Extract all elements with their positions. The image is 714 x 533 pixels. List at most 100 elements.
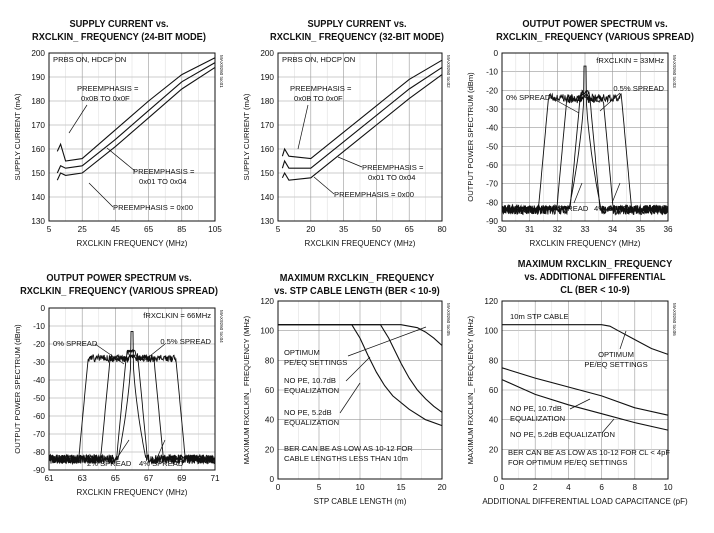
annotation-leader <box>549 96 580 114</box>
y-tick-label: -90 <box>33 466 45 475</box>
y-tick-label: -10 <box>486 68 498 77</box>
x-tick-label: 33 <box>580 225 590 234</box>
y-tick-label: -40 <box>486 124 498 133</box>
y-tick-label: 130 <box>31 217 45 226</box>
toc-watermark: MAX9260 toc01 <box>219 55 224 88</box>
series-line <box>501 367 669 416</box>
annotation: OPTIMUM <box>598 350 634 359</box>
annotation: EQUALIZATION <box>284 386 339 395</box>
chart-title: MAXIMUM RXCLKIN_ FREQUENCY <box>517 258 673 270</box>
annotation: BER CAN BE AS LOW AS 10-12 FOR <box>284 444 413 453</box>
x-tick-label: 65 <box>111 474 121 483</box>
x-tick-label: 35 <box>339 225 349 234</box>
y-axis-label: MAXIMUM RXCLKIN_ FREQUENCY (MHz) <box>242 315 251 464</box>
x-tick-label: 6 <box>599 483 604 492</box>
annotation-leader <box>569 398 591 410</box>
x-tick-label: 31 <box>525 225 535 234</box>
y-tick-label: -70 <box>486 180 498 189</box>
x-tick-label: 61 <box>44 474 54 483</box>
annotation: BER CAN BE AS LOW AS 10-12 FOR CL < 4pF <box>508 448 670 457</box>
plot-frame <box>501 52 669 222</box>
annotation: 0x0B TO 0x0F <box>81 94 130 103</box>
y-axis-label: SUPPLY CURRENT (mA) <box>13 93 22 180</box>
annotation: 0x01 TO 0x04 <box>368 173 415 182</box>
y-tick-label: -90 <box>486 217 498 226</box>
y-tick-label: 160 <box>31 145 45 154</box>
x-tick-label: 85 <box>177 225 187 234</box>
y-tick-label: 60 <box>489 386 499 395</box>
x-tick-label: 2 <box>533 483 538 492</box>
series-line <box>502 324 669 355</box>
chart-panel-2: SUPPLY CURRENT vs. RXCLKIN_ FREQUENCY (3… <box>238 18 476 258</box>
y-axis-label: OUTPUT POWER SPECTRUM (dBm) <box>13 324 22 454</box>
series-line <box>281 59 443 160</box>
y-tick-label: 130 <box>260 217 274 226</box>
chart-title: OUTPUT POWER SPECTRUM vs. <box>522 18 668 30</box>
x-tick-label: 35 <box>636 225 646 234</box>
y-tick-label: 140 <box>31 193 45 202</box>
toc-watermark: MAX9260 toc02 <box>446 55 451 88</box>
x-tick-label: 34 <box>608 225 618 234</box>
x-tick-label: 5 <box>317 483 322 492</box>
y-tick-label: 180 <box>260 97 274 106</box>
annotation: FOR OPTIMUM PE/EQ SETTINGS <box>508 458 627 467</box>
y-tick-label: 160 <box>260 145 274 154</box>
annotation: NO PE, 5.2dB <box>284 408 332 417</box>
annotation: 0% SPREAD <box>53 339 98 348</box>
y-tick-label: 40 <box>489 416 499 425</box>
annotation: EQUALIZATION <box>284 418 339 427</box>
annotation: EQUALIZATION <box>510 414 565 423</box>
y-tick-label: 80 <box>265 356 275 365</box>
y-tick-label: 200 <box>260 49 274 58</box>
y-tick-label: -70 <box>33 430 45 439</box>
annotation-leader <box>313 176 335 195</box>
toc-watermark: MAX9260 toc06 <box>672 303 677 336</box>
y-tick-label: 20 <box>489 445 499 454</box>
y-tick-label: 200 <box>31 49 45 58</box>
y-axis-label: SUPPLY CURRENT (mA) <box>242 93 251 180</box>
series-line <box>501 92 669 215</box>
chart-title: SUPPLY CURRENT vs. <box>307 18 407 30</box>
x-tick-label: 10 <box>355 483 365 492</box>
x-tick-label: 50 <box>372 225 382 234</box>
x-tick-label: 25 <box>78 225 88 234</box>
x-tick-label: 67 <box>144 474 154 483</box>
x-axis-label: RXCLKIN FREQUENCY (MHz) <box>530 239 641 248</box>
chart-panel-1: SUPPLY CURRENT vs. RXCLKIN_ FREQUENCY (2… <box>0 18 238 258</box>
y-tick-label: -20 <box>33 340 45 349</box>
chart-panel-5: MAXIMUM RXCLKIN_ FREQUENCY vs. STP CABLE… <box>238 272 476 512</box>
chart-subtitle: RXCLKIN_ FREQUENCY (VARIOUS SPREAD) <box>20 285 218 297</box>
x-tick-label: 65 <box>405 225 415 234</box>
y-tick-label: -10 <box>33 322 45 331</box>
y-tick-label: 120 <box>260 297 274 306</box>
chart-title: MAXIMUM RXCLKIN_ FREQUENCY <box>279 272 435 284</box>
x-tick-label: 8 <box>633 483 638 492</box>
toc-watermark: MAX9260 toc04 <box>219 310 224 343</box>
y-tick-label: 40 <box>265 416 275 425</box>
x-axis-label: RXCLKIN FREQUENCY (MHz) <box>77 488 188 497</box>
x-tick-label: 69 <box>177 474 187 483</box>
annotation: 2% SPREAD <box>544 204 589 213</box>
annotation-leader <box>345 356 371 382</box>
x-tick-label: 4 <box>566 483 571 492</box>
series-line <box>278 324 443 413</box>
toc-watermark: MAX9260 toc05 <box>446 303 451 336</box>
y-tick-label: -30 <box>33 358 45 367</box>
chart-title: OUTPUT POWER SPECTRUM vs. <box>46 272 192 284</box>
x-tick-label: 105 <box>208 225 222 234</box>
y-tick-label: 60 <box>265 386 275 395</box>
annotation-leader <box>573 182 583 204</box>
annotation: PRBS ON, HDCP ON <box>282 55 355 64</box>
plot-frame <box>277 52 443 222</box>
y-tick-label: -20 <box>486 86 498 95</box>
x-tick-label: 20 <box>437 483 447 492</box>
series-line <box>56 62 216 174</box>
y-tick-label: -80 <box>33 448 45 457</box>
x-tick-label: 0 <box>276 483 281 492</box>
y-tick-label: -60 <box>33 412 45 421</box>
y-tick-label: 180 <box>31 97 45 106</box>
